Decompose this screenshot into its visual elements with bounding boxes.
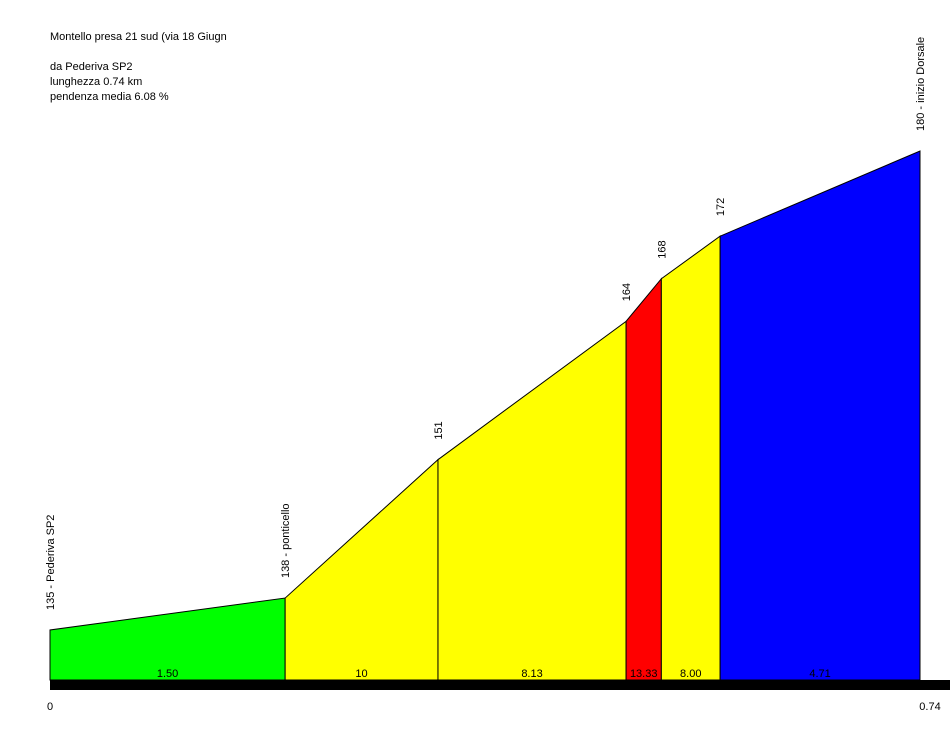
segment (284, 458, 439, 681)
gradient-label: 13.33 (630, 668, 658, 680)
base-bar (50, 680, 950, 690)
segment (660, 235, 721, 681)
gradient-label: 8.00 (680, 668, 701, 680)
x-tick-label: 0.74 (919, 701, 940, 713)
gradient-label: 10 (355, 668, 367, 680)
gradient-label: 8.13 (521, 668, 542, 680)
elevation-label: 135 - Pederiva SP2 (45, 515, 57, 610)
subtitle: da Pederiva SP2 (50, 61, 133, 73)
gradient-label: 4.71 (809, 668, 830, 680)
elevation-label: 138 - ponticello (280, 503, 292, 578)
elevation-label: 180 - inizio Dorsale (915, 37, 927, 131)
gradient-label: 1.50 (157, 668, 178, 680)
chart-title: Montello presa 21 sud (via 18 Giugn (50, 31, 227, 43)
subtitle: lunghezza 0.74 km (50, 76, 142, 88)
segment (719, 150, 921, 681)
segment (625, 277, 662, 681)
x-tick-label: 0 (47, 701, 53, 713)
elevation-label: 172 (715, 198, 727, 216)
elevation-label: 168 (656, 240, 668, 258)
elevation-label: 164 (621, 283, 633, 301)
elevation-label: 151 (433, 421, 445, 439)
subtitle: pendenza media 6.08 % (50, 91, 169, 103)
segment (437, 320, 627, 681)
